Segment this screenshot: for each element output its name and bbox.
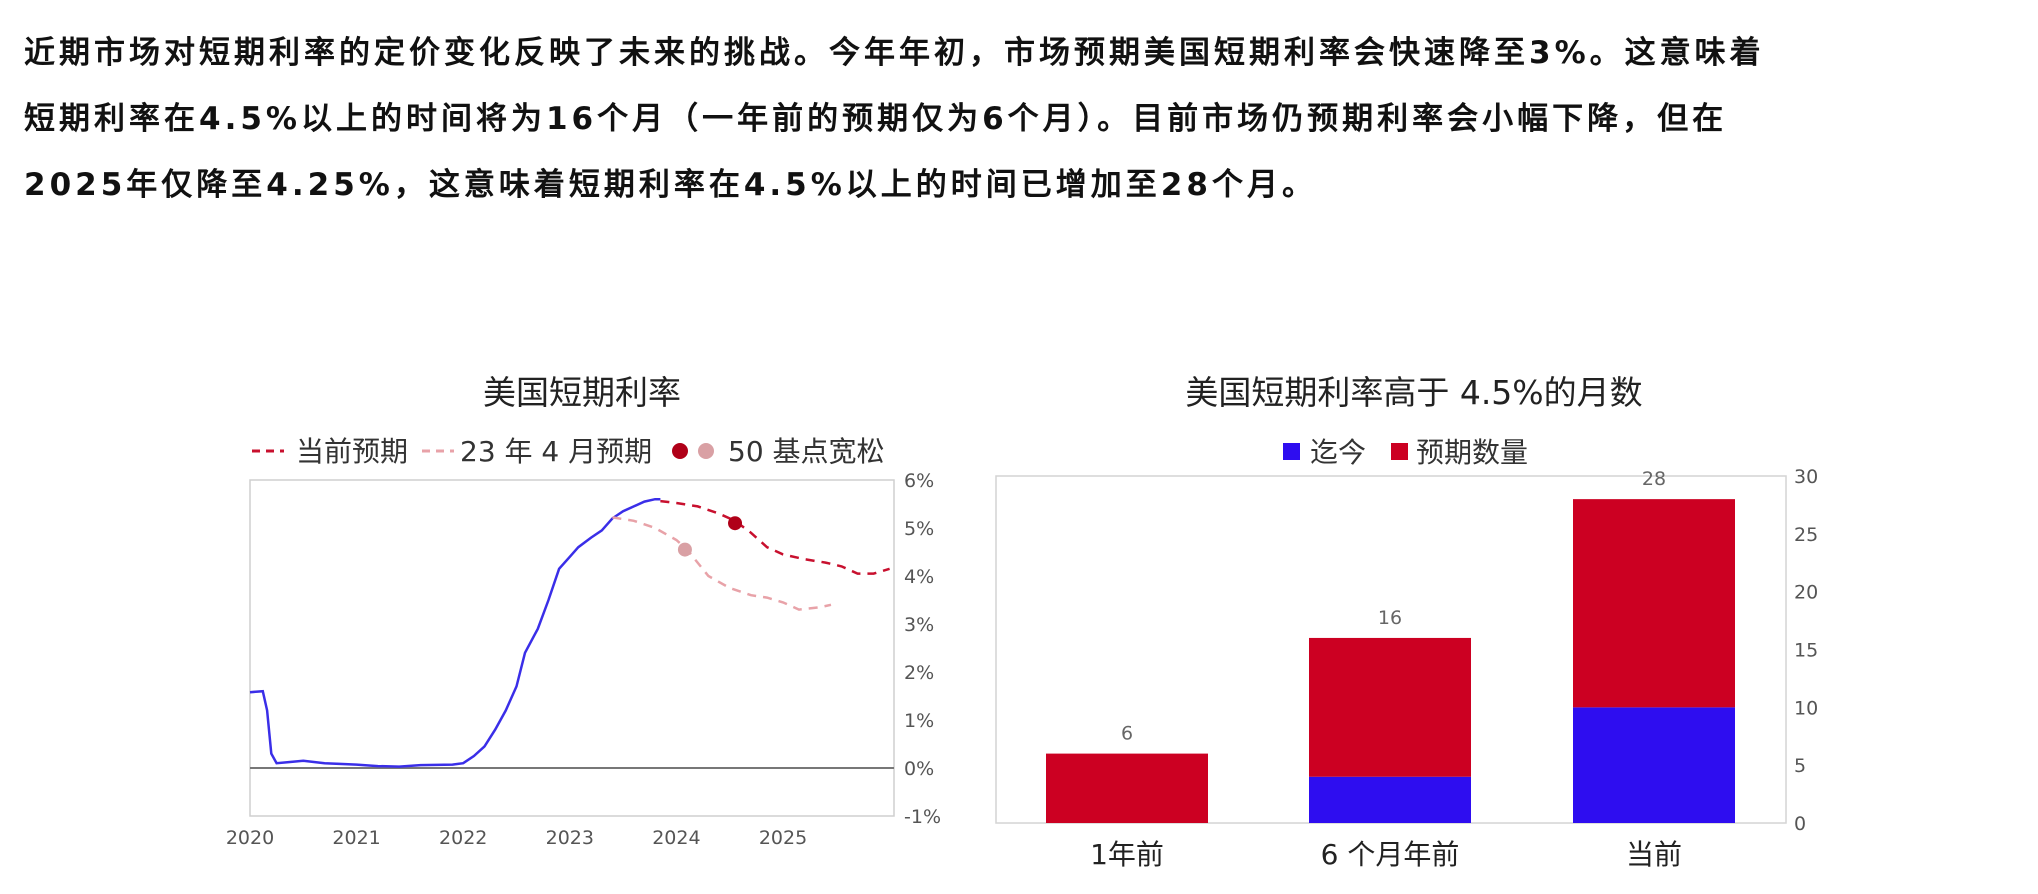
easing-marker-current	[728, 516, 743, 531]
bar-so-far-6-months-ago	[1309, 776, 1471, 823]
x-tick-label: 2025	[759, 827, 807, 849]
x-tick-label: 2024	[652, 827, 700, 849]
y-tick-label: 1%	[904, 710, 934, 732]
y-tick-label: 30	[1794, 466, 1818, 488]
series-line-current-forecast	[660, 499, 890, 575]
y-tick-label: 3%	[904, 614, 934, 636]
x-tick-label: 2022	[439, 827, 487, 849]
y-tick-label: 2%	[904, 662, 934, 684]
x-tick-label: 2023	[546, 827, 594, 849]
bar-total-label: 28	[1642, 468, 1666, 490]
bar-y-ticks: 30 25 20 15 10 5 0	[1794, 466, 1818, 835]
bar-total-label: 6	[1121, 723, 1133, 745]
y-tick-label: -1%	[904, 806, 941, 828]
line-chart: 美国短期利率 当前预期 23 年 4 月预期 50 基点宽松 6% 5% 4% …	[226, 373, 941, 849]
legend-label-april: 23 年 4 月预期	[460, 435, 652, 468]
bar-chart-legend: 迄今 预期数量	[1283, 436, 1528, 469]
legend-dot-light	[698, 443, 714, 459]
line-chart-title: 美国短期利率	[483, 373, 681, 412]
bar-group	[1046, 499, 1735, 823]
paragraph-line-3: 2025年仅降至4.25%，这意味着短期利率在4.5%以上的时间已增加至28个月…	[24, 167, 1317, 203]
y-tick-label: 20	[1794, 582, 1818, 604]
category-label: 当前	[1626, 838, 1682, 871]
bar-total-labels: 6 16 28	[1121, 468, 1666, 744]
line-y-ticks: 6% 5% 4% 3% 2% 1% 0% -1%	[904, 470, 941, 828]
bar-expected-1-year-ago	[1046, 753, 1208, 823]
easing-marker-april	[677, 542, 692, 557]
y-tick-label: 0%	[904, 758, 934, 780]
legend-label-expected: 预期数量	[1416, 436, 1528, 469]
line-x-ticks: 2020 2021 2022 2023 2024 2025	[226, 827, 807, 849]
legend-swatch-expected	[1391, 443, 1408, 460]
intro-paragraph: 近期市场对短期利率的定价变化反映了未来的挑战。今年年初，市场预期美国短期利率会快…	[24, 20, 2014, 218]
series-line-history	[249, 497, 661, 768]
y-tick-label: 10	[1794, 697, 1818, 719]
bar-total-label: 16	[1378, 607, 1402, 629]
y-tick-label: 4%	[904, 566, 934, 588]
y-tick-label: 25	[1794, 524, 1818, 546]
legend-label-current: 当前预期	[296, 435, 408, 468]
bar-chart-title: 美国短期利率高于 4.5%的月数	[1185, 373, 1642, 412]
y-tick-label: 0	[1794, 813, 1806, 835]
x-tick-label: 2020	[226, 827, 274, 849]
bar-expected-6-months-ago	[1309, 637, 1471, 777]
legend-label-so-far: 迄今	[1310, 436, 1366, 469]
y-tick-label: 6%	[904, 470, 934, 492]
category-label: 6 个月年前	[1321, 838, 1460, 871]
bar-so-far-current	[1573, 707, 1735, 823]
paragraph-line-1: 近期市场对短期利率的定价变化反映了未来的挑战。今年年初，市场预期美国短期利率会快…	[24, 35, 1765, 71]
legend-dot-dark	[672, 443, 688, 459]
line-plot-frame	[249, 479, 895, 817]
legend-label-easing: 50 基点宽松	[728, 435, 885, 468]
y-tick-label: 5	[1794, 755, 1806, 777]
series-line-april-forecast	[612, 516, 832, 611]
y-tick-label: 15	[1794, 640, 1818, 662]
legend-swatch-so-far	[1283, 443, 1300, 460]
bar-expected-current	[1573, 499, 1735, 708]
paragraph-line-2: 短期利率在4.5%以上的时间将为16个月（一年前的预期仅为6个月）。目前市场仍预…	[24, 101, 1728, 137]
bar-category-labels: 1年前 6 个月年前 当前	[1090, 838, 1682, 871]
line-chart-legend: 当前预期 23 年 4 月预期 50 基点宽松	[252, 435, 885, 468]
x-tick-label: 2021	[332, 827, 380, 849]
bar-chart: 美国短期利率高于 4.5%的月数 迄今 预期数量 30 25 20 15 10 …	[995, 373, 1818, 871]
category-label: 1年前	[1090, 838, 1164, 871]
y-tick-label: 5%	[904, 518, 934, 540]
